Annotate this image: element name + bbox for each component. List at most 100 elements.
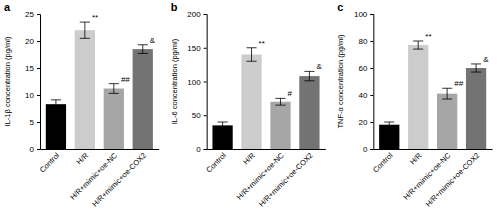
bar — [241, 55, 261, 150]
y-tick-mark — [370, 95, 373, 96]
bar — [437, 94, 457, 149]
panel: **##&020406080100ControlH/RH/R+mimic+oe-… — [336, 1, 492, 209]
x-tick-label: H/R+mimic+oe-NC — [68, 151, 119, 202]
error-cap — [304, 80, 314, 81]
y-tick: 0 — [196, 145, 206, 154]
x-tick-label: H/R+mimic+oe-COX2 — [90, 151, 148, 209]
error-cap — [109, 83, 119, 84]
x-tick-label: H/R — [408, 150, 424, 166]
error-bar — [109, 84, 119, 94]
y-tick-mark — [204, 48, 207, 49]
y-tick: 100 — [354, 10, 373, 19]
error-cap — [442, 99, 452, 100]
error-line — [389, 122, 390, 127]
bar — [466, 68, 486, 149]
y-tick: 50 — [192, 111, 207, 120]
error-cap — [413, 41, 423, 42]
error-cap — [218, 128, 228, 129]
significance-label: & — [150, 36, 156, 45]
x-axis-line — [207, 149, 326, 150]
x-axis-line — [374, 149, 493, 150]
significance-label: & — [317, 62, 323, 71]
error-cap — [51, 108, 61, 109]
y-tick-label: 100 — [187, 78, 201, 87]
error-line — [309, 71, 310, 80]
y-axis-title: IL-1β concentration (pg/ml) — [3, 36, 12, 126]
x-tick-label: H/R — [75, 150, 91, 166]
significance-label: ** — [425, 32, 431, 41]
y-axis: 020406080100 — [354, 10, 374, 154]
y-tick: 40 — [358, 91, 373, 100]
error-cap — [80, 22, 90, 23]
y-axis-line — [370, 15, 374, 150]
panel: **#&050100150200ControlH/RH/R+mimic+oe-N… — [170, 1, 326, 209]
error-cap — [275, 105, 285, 106]
error-line — [418, 41, 419, 49]
error-line — [280, 98, 281, 105]
y-tick: 60 — [358, 64, 373, 73]
significance-label: ** — [259, 39, 265, 48]
y-tick-label: 0 — [196, 145, 201, 154]
y-tick: 10 — [25, 91, 40, 100]
y-tick-label: 200 — [187, 10, 201, 19]
x-axis-line — [41, 149, 160, 150]
x-axis: Control H/RH/R+mimic+oe-NCH/R+mimic+oe-CO… — [204, 149, 325, 209]
error-bar — [413, 41, 423, 49]
y-tick-mark — [204, 115, 207, 116]
x-tick: Control — [371, 149, 395, 174]
significance-label: ** — [92, 13, 98, 22]
x-tick: H/R+mimic+oe-COX2 — [424, 149, 482, 209]
x-tick: H/R+mimic+oe-NC — [235, 149, 286, 202]
error-cap — [246, 61, 256, 62]
y-tick: 15 — [25, 64, 40, 73]
y-tick-label: 0 — [30, 145, 35, 154]
y-tick-mark — [37, 41, 40, 42]
error-bar — [384, 122, 394, 127]
significance-label: ## — [121, 75, 130, 84]
error-cap — [384, 127, 394, 128]
significance-label: & — [483, 55, 489, 64]
panel-label: a — [4, 1, 11, 13]
y-tick-label: 5 — [30, 118, 35, 127]
x-tick-label: Control — [371, 151, 395, 175]
x-tick: H/R — [408, 149, 424, 166]
significance-label: ## — [454, 79, 463, 88]
y-tick-label: 0 — [363, 145, 368, 154]
y-tick-label: 80 — [358, 37, 367, 46]
x-tick: Control — [204, 149, 228, 174]
panel-label: b — [171, 1, 178, 13]
error-bar — [80, 22, 90, 38]
x-tick-label: H/R — [241, 150, 257, 166]
x-tick: H/R+mimic+oe-COX2 — [257, 149, 315, 209]
error-line — [222, 122, 223, 129]
error-bar — [442, 88, 452, 99]
y-tick-label: 25 — [25, 10, 34, 19]
panel: **##&0510152025ControlH/RH/R+mimic+oe-NC… — [3, 1, 159, 209]
bar — [408, 45, 428, 149]
y-tick: 80 — [358, 37, 373, 46]
y-tick-mark — [37, 95, 40, 96]
error-cap — [80, 38, 90, 39]
y-axis-title: IL-6 concentration (pg/ml) — [170, 38, 179, 124]
y-tick-mark — [37, 68, 40, 69]
x-axis: ControlH/RH/R+mimic+oe-NCH/R+mimic+oe-CO… — [371, 149, 492, 209]
x-tick-label: H/R+mimic+oe-COX2 — [257, 151, 315, 209]
y-tick: 150 — [187, 44, 206, 53]
error-bar — [138, 45, 148, 54]
error-cap — [138, 53, 148, 54]
bar — [75, 30, 95, 149]
error-line — [447, 88, 448, 99]
x-tick: H/R+mimic+oe-NC — [68, 149, 119, 202]
y-tick: 200 — [187, 10, 206, 19]
y-tick: 5 — [30, 118, 40, 127]
y-tick-mark — [37, 149, 40, 150]
y-tick-label: 40 — [358, 91, 367, 100]
error-cap — [471, 72, 481, 73]
error-line — [84, 22, 85, 38]
marks — [212, 48, 319, 149]
error-line — [55, 100, 56, 109]
marks — [46, 22, 153, 149]
y-tick-label: 100 — [354, 10, 368, 19]
bar — [104, 89, 124, 149]
y-tick: 25 — [25, 10, 40, 19]
